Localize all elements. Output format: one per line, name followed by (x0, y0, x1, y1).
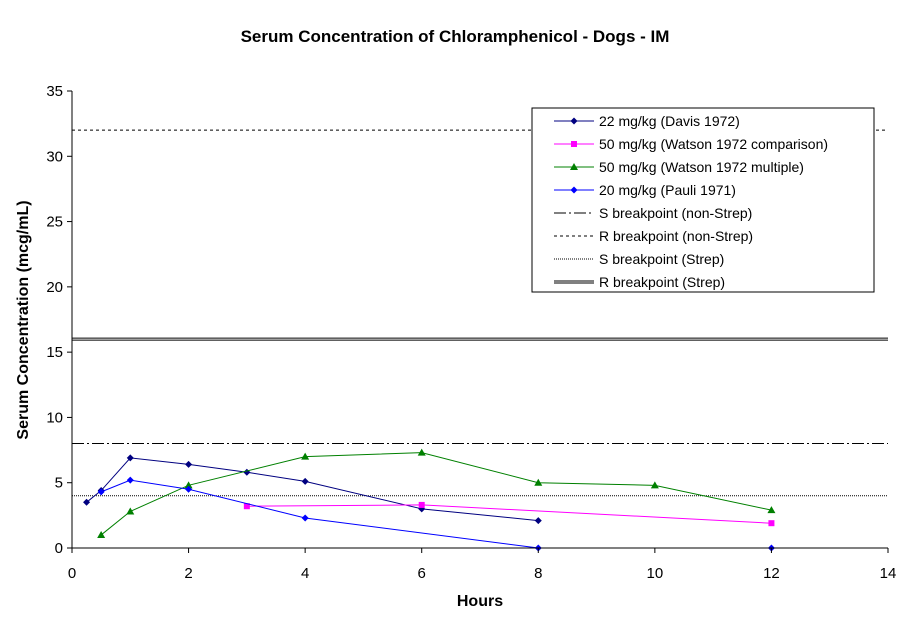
data-point (570, 163, 578, 170)
series-group (97, 476, 775, 552)
legend-entry: S breakpoint (Strep) (554, 251, 724, 267)
data-point (243, 503, 250, 510)
data-point (126, 476, 134, 484)
data-point (301, 514, 309, 522)
y-tick-label: 20 (46, 279, 63, 296)
x-tick-label: 12 (763, 565, 780, 582)
data-point (570, 186, 578, 194)
data-point (301, 477, 309, 485)
reference-line (72, 337, 888, 341)
series-group (97, 448, 776, 538)
data-point (768, 520, 775, 527)
data-point (243, 468, 251, 476)
legend-entry: R breakpoint (Strep) (554, 274, 725, 290)
x-axis-label: Hours (457, 593, 503, 610)
series-group (83, 454, 542, 525)
data-point (83, 498, 91, 506)
y-tick-label: 0 (55, 540, 63, 557)
data-point (97, 488, 105, 496)
data-point (418, 501, 425, 508)
axes (71, 91, 888, 549)
x-tick-label: 6 (418, 565, 426, 582)
chart-title: Serum Concentration of Chloramphenicol -… (241, 27, 670, 46)
legend: 22 mg/kg (Davis 1972) 50 mg/kg (Watson 19… (531, 107, 875, 293)
data-point (571, 141, 577, 147)
legend-box (531, 107, 875, 293)
series-line (100, 479, 772, 549)
y-tick-label: 30 (46, 148, 63, 165)
x-tick-label: 10 (647, 565, 664, 582)
legend-label: 50 mg/kg (Watson 1972 multiple) (599, 159, 804, 175)
series-line (86, 457, 539, 522)
data-point (185, 485, 193, 493)
x-tick-label: 0 (68, 565, 76, 582)
x-tick-label: 2 (184, 565, 192, 582)
legend-label: S breakpoint (non-Strep) (599, 205, 752, 221)
x-tick-label: 8 (534, 565, 542, 582)
y-tick-label: 10 (46, 409, 63, 426)
legend-label: S breakpoint (Strep) (599, 251, 724, 267)
series-line (100, 452, 772, 536)
x-tick-label: 4 (301, 565, 309, 582)
data-point (301, 452, 310, 460)
ticks: 0 5 10 15 20 25 30 35 0 2 4 6 8 10 12 14 (46, 83, 896, 582)
legend-label: R breakpoint (Strep) (599, 274, 725, 290)
y-tick-label: 35 (46, 83, 63, 100)
data-point (126, 507, 135, 515)
data-point (185, 460, 193, 468)
y-tick-label: 5 (55, 475, 63, 492)
data-point (650, 481, 659, 489)
data-point (97, 530, 106, 538)
series-group (243, 501, 775, 527)
data-series (83, 448, 776, 552)
data-point (570, 117, 578, 125)
y-axis-label: Serum Concentration (mcg/mL) (15, 200, 32, 439)
y-tick-label: 15 (46, 344, 63, 361)
data-point (534, 517, 542, 525)
y-tick-label: 25 (46, 214, 63, 231)
reference-lines (72, 129, 888, 497)
data-point (767, 506, 776, 514)
data-point (126, 454, 134, 462)
legend-label: 50 mg/kg (Watson 1972 comparison) (599, 136, 828, 152)
legend-entry: 50 mg/kg (Watson 1972 comparison) (554, 136, 828, 152)
legend-label: R breakpoint (non-Strep) (599, 228, 753, 244)
legend-label: 20 mg/kg (Pauli 1971) (599, 182, 736, 198)
data-point (184, 481, 193, 489)
data-point (417, 448, 426, 456)
legend-entry: S breakpoint (non-Strep) (554, 205, 752, 221)
legend-entry: 22 mg/kg (Davis 1972) (554, 113, 740, 129)
legend-entry: 20 mg/kg (Pauli 1971) (554, 182, 736, 198)
legend-entry: 50 mg/kg (Watson 1972 multiple) (554, 159, 804, 175)
legend-label: 22 mg/kg (Davis 1972) (599, 113, 740, 129)
legend-entry: R breakpoint (non-Strep) (554, 228, 753, 244)
data-point (534, 478, 543, 486)
x-tick-label: 14 (880, 565, 897, 582)
